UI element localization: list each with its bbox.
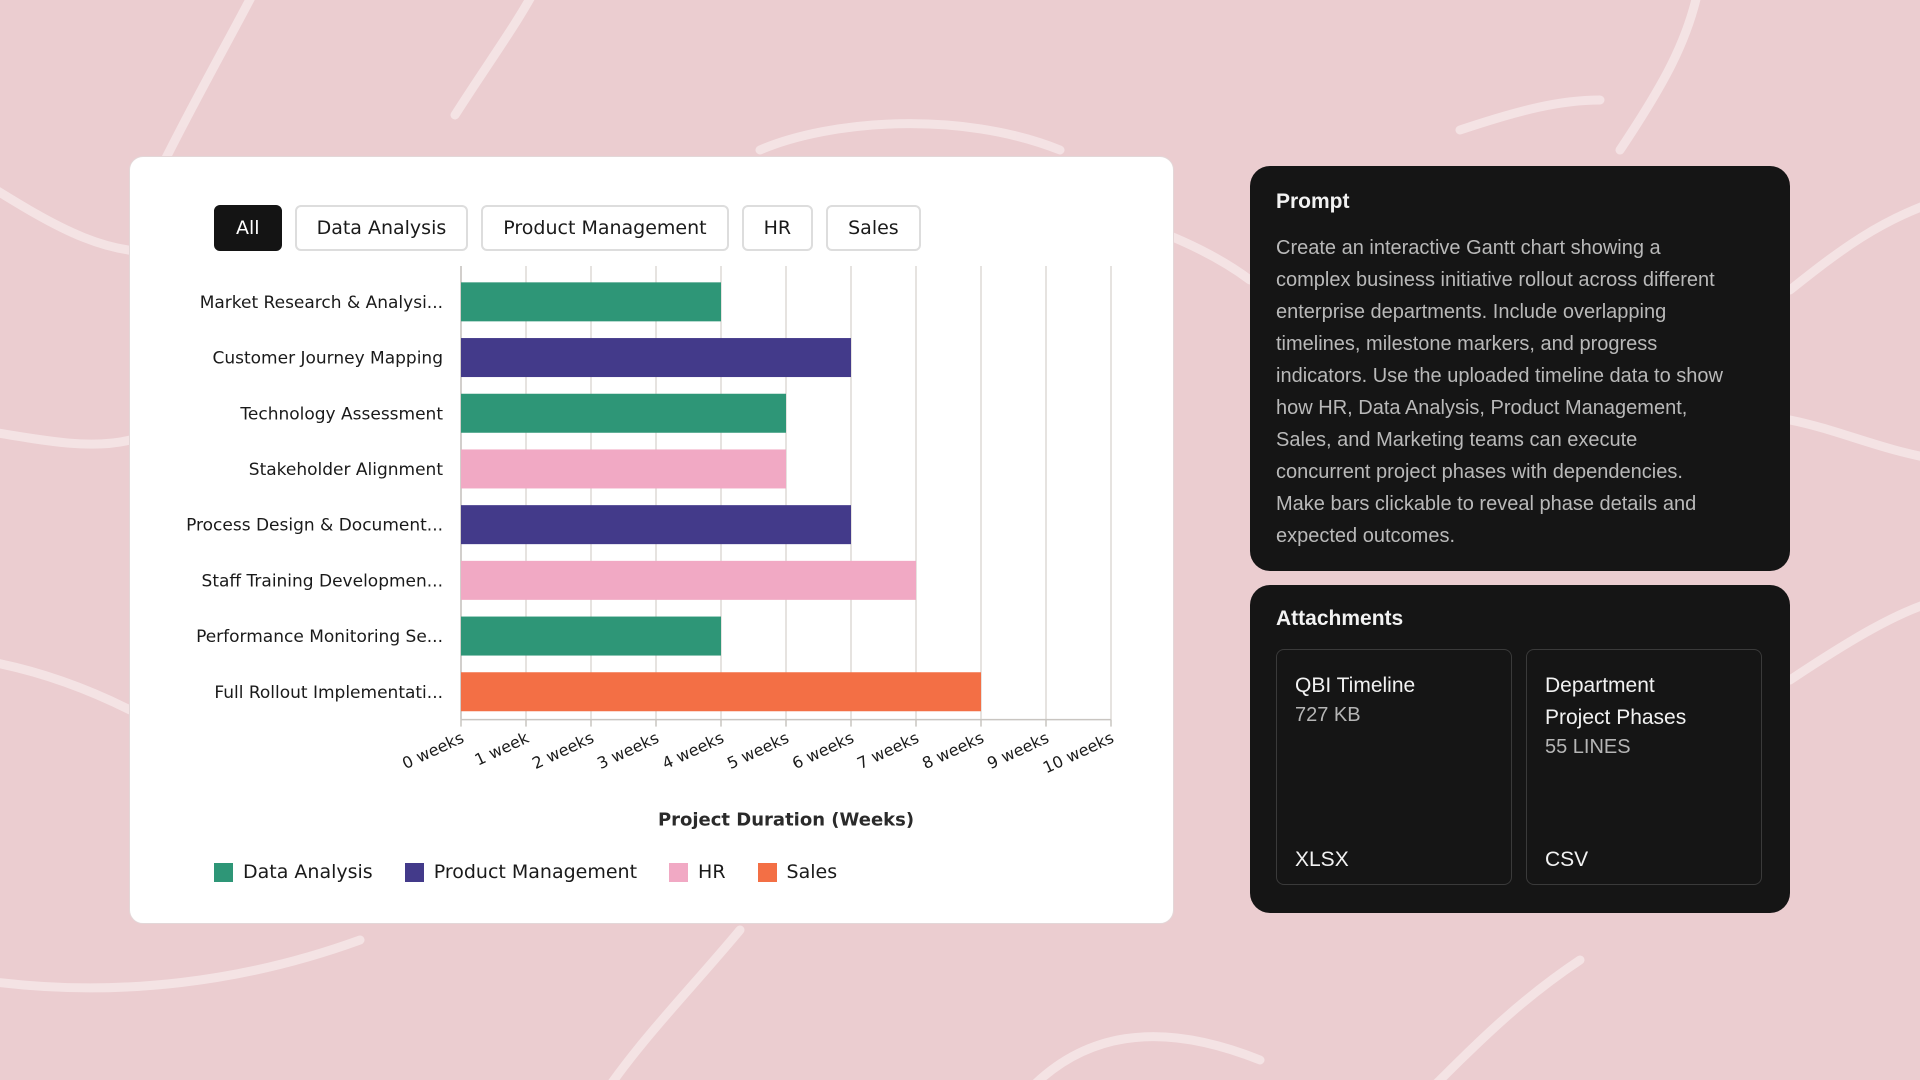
attachment-name-line: Project Phases [1545,706,1687,729]
gantt-bar[interactable] [461,338,851,378]
attachment-name: QBI Timeline [1295,674,1416,697]
x-tick-label: 4 weeks [659,728,727,773]
legend-swatch-product-management [404,862,424,882]
attachment-name: Department Project Phases [1545,670,1743,734]
gantt-bar[interactable] [461,672,981,712]
gantt-chart: Market Research & Analysi... Customer Jou… [186,266,1117,831]
legend-item-product-management: Product Management [404,861,638,883]
x-tick-label: 0 weeks [399,728,467,773]
attachments-card: Attachments QBI Timeline 727 KB XLSX Dep… [1250,585,1790,913]
x-tick-label: 7 weeks [854,728,922,773]
department-filter-bar: All Data Analysis Product Management HR … [214,205,921,251]
gantt-bar[interactable] [461,282,721,322]
legend-label: Data Analysis [243,861,373,883]
prompt-line: indicators. Use the uploaded timeline da… [1276,365,1723,387]
filter-product-management-button[interactable]: Product Management [481,205,729,251]
x-tick-label: 5 weeks [724,728,792,773]
gantt-bar[interactable] [461,449,786,489]
y-tick-label: Staff Training Developmen... [202,571,443,591]
attachment-type: CSV [1545,848,1589,871]
x-tick-label: 9 weeks [984,728,1052,773]
attachments-list: QBI Timeline 727 KB XLSX Department Proj… [1276,649,1764,885]
attachment-size: 55 LINES [1545,736,1631,758]
prompt-line: enterprise departments. Include overlapp… [1276,301,1667,323]
filter-all-button[interactable]: All [214,205,282,251]
legend-item-hr: HR [669,861,726,883]
y-tick-label: Full Rollout Implementati... [214,683,443,703]
filter-data-analysis-button[interactable]: Data Analysis [294,205,469,251]
gantt-bar[interactable] [461,505,851,545]
prompt-card: Prompt Create an interactive Gantt chart… [1250,166,1790,571]
gantt-bar[interactable] [461,393,786,433]
y-tick-label: Process Design & Document... [186,516,443,536]
chart-legend: Data Analysis Product Management HR Sale… [214,861,837,883]
x-tick-label: 2 weeks [529,728,597,773]
x-tick-label: 1 week [472,728,533,770]
legend-item-sales: Sales [757,861,838,883]
x-tick-label: 3 weeks [594,728,662,773]
y-tick-label: Technology Assessment [239,404,443,424]
prompt-line: Make bars clickable to reveal phase deta… [1276,493,1697,515]
filter-hr-button[interactable]: HR [741,205,814,251]
attachment-type: XLSX [1295,848,1349,871]
prompt-line: Sales, and Marketing teams can execute [1276,429,1638,451]
legend-swatch-sales [757,862,777,882]
y-tick-label: Customer Journey Mapping [212,349,443,369]
x-tick-label: 6 weeks [789,728,857,773]
y-tick-label: Performance Monitoring Se... [196,627,443,647]
legend-swatch-hr [669,862,689,882]
prompt-line: how HR, Data Analysis, Product Managemen… [1276,397,1688,419]
gantt-chart-card: All Data Analysis Product Management HR … [129,156,1174,924]
prompt-line: Create an interactive Gantt chart showin… [1276,237,1661,259]
y-tick-label: Market Research & Analysi... [200,293,443,313]
attachment-qbi-timeline[interactable]: QBI Timeline 727 KB XLSX [1276,649,1512,885]
legend-swatch-data-analysis [214,862,233,882]
prompt-line: complex business initiative rollout acro… [1276,269,1715,291]
y-tick-label: Stakeholder Alignment [249,460,444,480]
prompt-text: Create an interactive Gantt chart showin… [1276,232,1764,552]
gantt-bar[interactable] [461,616,721,656]
gantt-bar[interactable] [461,560,916,600]
legend-item-data-analysis: Data Analysis [214,861,373,883]
prompt-line: expected outcomes. [1276,525,1455,547]
prompt-heading: Prompt [1276,190,1350,213]
legend-label: Sales [786,861,838,883]
legend-label: Product Management [433,861,638,883]
x-tick-label: 8 weeks [919,728,987,773]
x-axis-title: Project Duration (Weeks) [658,810,914,831]
prompt-line: timelines, milestone markers, and progre… [1276,333,1658,355]
attachments-heading: Attachments [1276,607,1404,630]
attachment-department-project-phases[interactable]: Department Project Phases 55 LINES CSV [1526,649,1762,885]
attachment-name-line: Department [1545,674,1655,697]
legend-label: HR [698,861,726,883]
filter-sales-button[interactable]: Sales [826,205,921,251]
attachment-size: 727 KB [1295,704,1361,726]
x-tick-label: 10 weeks [1040,728,1117,777]
prompt-line: concurrent project phases with dependenc… [1276,461,1683,483]
